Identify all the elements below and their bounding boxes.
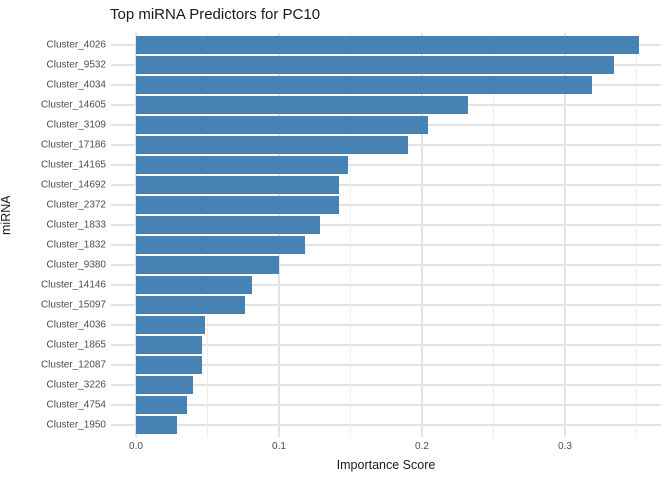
bar-Cluster_14165 xyxy=(136,156,348,174)
y-tick-label: Cluster_9380 xyxy=(46,259,106,271)
bar-Cluster_12087 xyxy=(136,356,202,374)
gridline-horizontal xyxy=(111,404,661,406)
y-tick-label: Cluster_3226 xyxy=(46,379,106,391)
y-tick-label: Cluster_17186 xyxy=(40,139,106,151)
y-tick-label: Cluster_14692 xyxy=(40,179,106,191)
bar-Cluster_17186 xyxy=(136,136,408,154)
gridline-horizontal xyxy=(111,424,661,426)
y-tick-label: Cluster_4754 xyxy=(46,399,106,411)
y-tick-label: Cluster_15097 xyxy=(40,299,106,311)
y-tick-label: Cluster_4034 xyxy=(46,79,106,91)
y-tick-label: Cluster_4026 xyxy=(46,39,106,51)
bar-Cluster_14146 xyxy=(136,276,252,294)
gridline-horizontal xyxy=(111,384,661,386)
bar-Cluster_3226 xyxy=(136,376,194,394)
y-tick-label: Cluster_1950 xyxy=(46,419,106,431)
gridline-vertical-major xyxy=(564,33,566,437)
bar-Cluster_2372 xyxy=(136,196,340,214)
gridline-vertical-major xyxy=(278,33,280,437)
x-tick-label: 0.1 xyxy=(272,441,286,452)
bar-Cluster_4034 xyxy=(136,76,593,94)
gridline-horizontal xyxy=(111,224,661,226)
y-tick-label: Cluster_1833 xyxy=(46,219,106,231)
gridline-vertical-minor xyxy=(207,33,208,437)
gridline-vertical-major xyxy=(421,33,423,437)
bar-Cluster_4036 xyxy=(136,316,205,334)
y-tick-label: Cluster_9532 xyxy=(46,59,106,71)
gridline-horizontal xyxy=(111,204,661,206)
y-tick-label: Cluster_4036 xyxy=(46,319,106,331)
bar-Cluster_1833 xyxy=(136,216,321,234)
gridline-horizontal xyxy=(111,164,661,166)
bar-Cluster_14605 xyxy=(136,96,468,114)
bar-Cluster_1832 xyxy=(136,236,305,254)
plot-panel xyxy=(111,33,661,437)
y-tick-label: Cluster_12087 xyxy=(40,359,106,371)
gridline-vertical-major xyxy=(135,33,137,437)
x-tick-label: 0.2 xyxy=(415,441,429,452)
y-tick-label: Cluster_1865 xyxy=(46,339,106,351)
y-tick-label: Cluster_14605 xyxy=(40,99,106,111)
bar-Cluster_4754 xyxy=(136,396,188,414)
x-tick-label: 0.0 xyxy=(129,441,143,452)
bar-Cluster_9532 xyxy=(136,56,614,74)
y-tick-label: Cluster_1832 xyxy=(46,239,106,251)
y-tick-label: Cluster_3109 xyxy=(46,119,106,131)
gridline-horizontal xyxy=(111,184,661,186)
chart-title: Top miRNA Predictors for PC10 xyxy=(110,6,321,23)
bar-Cluster_1950 xyxy=(136,416,178,434)
gridline-horizontal xyxy=(111,304,661,306)
gridline-horizontal xyxy=(111,344,661,346)
bar-Cluster_9380 xyxy=(136,256,279,274)
bar-Cluster_3109 xyxy=(136,116,428,134)
gridline-horizontal xyxy=(111,244,661,246)
x-axis-title: Importance Score xyxy=(336,458,436,472)
y-tick-label: Cluster_14146 xyxy=(40,279,106,291)
bar-Cluster_15097 xyxy=(136,296,245,314)
bar-Cluster_4026 xyxy=(136,36,640,54)
gridline-horizontal xyxy=(111,264,661,266)
gridline-vertical-minor xyxy=(350,33,351,437)
x-tick-label: 0.3 xyxy=(558,441,572,452)
bar-Cluster_1865 xyxy=(136,336,202,354)
gridline-horizontal xyxy=(111,364,661,366)
bar-Cluster_14692 xyxy=(136,176,340,194)
y-tick-label: Cluster_14165 xyxy=(40,159,106,171)
gridline-vertical-minor xyxy=(636,33,637,437)
gridline-horizontal xyxy=(111,284,661,286)
gridline-vertical-minor xyxy=(493,33,494,437)
y-tick-label: Cluster_2372 xyxy=(46,199,106,211)
gridline-horizontal xyxy=(111,324,661,326)
